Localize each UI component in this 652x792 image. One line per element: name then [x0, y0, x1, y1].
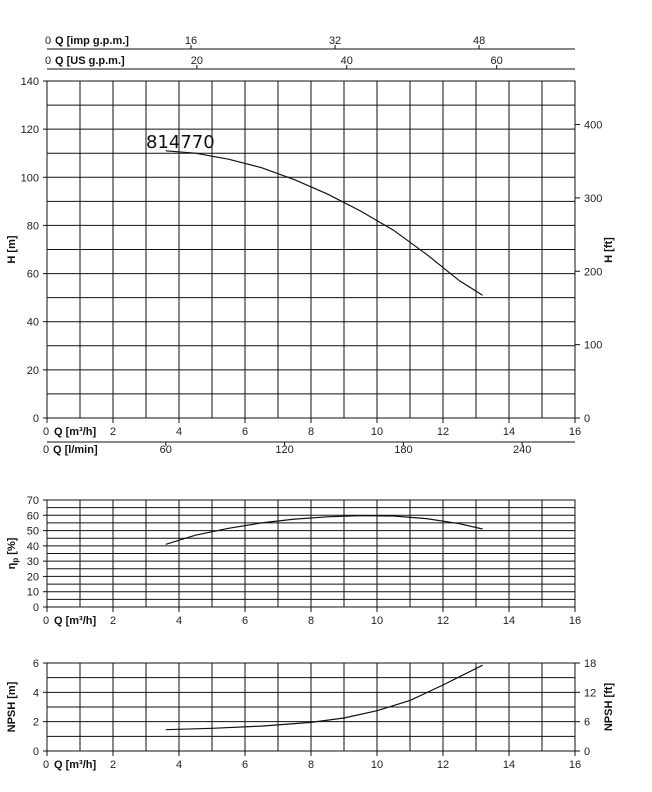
head-ylabel-right: H [ft]: [603, 237, 615, 263]
lmin-tick-label: 240: [513, 444, 531, 456]
head-curve-xtick-label: 0: [43, 426, 49, 438]
head-curve-xtick-label: 16: [569, 426, 581, 438]
head-curve-ytick-right-label: 300: [584, 193, 602, 205]
npsh-curve-xtick-label: 4: [176, 759, 182, 771]
head-curve-series-line: [165, 150, 483, 296]
efficiency-curve-ytick-label: 0: [33, 602, 39, 614]
head-curve-xtick-label: 6: [242, 426, 248, 438]
head-curve-ytick-label: 40: [27, 317, 39, 329]
efficiency-curve-xtick-label: 6: [242, 615, 248, 627]
efficiency-curve-xtick-label: 2: [110, 615, 116, 627]
head-curve-ytick-right-label: 100: [584, 340, 602, 352]
efficiency-curve-ytick-label: 70: [27, 495, 39, 507]
efficiency-curve-xtick-label: 8: [308, 615, 314, 627]
efficiency-curve-ytick-label: 40: [27, 541, 39, 553]
top-axis-tick-label: 0: [45, 55, 51, 67]
efficiency-curve-ytick-label: 50: [27, 526, 39, 538]
head-curve-ytick-label: 80: [27, 220, 39, 232]
head-curve-xlabel: Q [m³/h]: [54, 426, 96, 438]
model-label: 814770: [146, 132, 215, 153]
npsh-ylabel: NPSH [m]: [6, 681, 18, 732]
efficiency-curve-xtick-label: 14: [503, 615, 515, 627]
npsh-curve-xtick-label: 12: [437, 759, 449, 771]
top-axis-tick-label: 40: [341, 55, 353, 67]
head-curve-ytick-right-label: 400: [584, 120, 602, 132]
top-axis-tick-label: 48: [473, 35, 485, 47]
lmin-tick-label: 120: [275, 444, 293, 456]
npsh-curve-xtick-label: 6: [242, 759, 248, 771]
head-curve-xtick-label: 14: [503, 426, 515, 438]
head-curve-ytick-label: 100: [21, 172, 39, 184]
efficiency-curve-xtick-label: 0: [43, 615, 49, 627]
head-curve-xtick-label: 8: [308, 426, 314, 438]
efficiency-curve-series-line: [165, 514, 483, 545]
npsh-curve-ytick-right-label: 12: [584, 687, 596, 699]
npsh-curve-xtick-label: 10: [371, 759, 383, 771]
efficiency-curve-xtick-label: 16: [569, 615, 581, 627]
efficiency-curve-ytick-label: 30: [27, 556, 39, 568]
efficiency-curve-panel: 0 10 20 30 40 50 60 70 0 2 4 6 8 10 12 14 16 Q [m³/h] ηp […: [6, 495, 581, 627]
efficiency-curve-xtick-label: 12: [437, 615, 449, 627]
head-curve-ytick-label: 20: [27, 365, 39, 377]
efficiency-ylabel: ηp [%]: [6, 537, 20, 569]
head-curve-xtick-label: 12: [437, 426, 449, 438]
efficiency-ylabel-symbol: η: [6, 562, 18, 569]
npsh-curve-ytick-label: 6: [33, 658, 39, 670]
head-curve-xtick-label: 2: [110, 426, 116, 438]
efficiency-ylabel-sub: p: [11, 558, 20, 563]
npsh-curve-panel: 0 2 4 6 0 6 12 18 0 2 4 6 8 10 12 14 16 Q [m³/h] NPSH [m] N…: [6, 658, 615, 771]
lmin-tick-label: 60: [160, 444, 172, 456]
npsh-curve-ytick-label: 2: [33, 717, 39, 729]
head-curve-xtick-label: 4: [176, 426, 182, 438]
head-curve-ytick-right-label: 200: [584, 266, 602, 278]
lmin-axis-label: Q [l/min]: [53, 444, 98, 456]
npsh-curve-ytick-label: 4: [33, 687, 39, 699]
top-axis-tick-label: 20: [191, 55, 203, 67]
npsh-curve-ytick-label: 0: [33, 746, 39, 758]
npsh-curve-xtick-label: 16: [569, 759, 581, 771]
efficiency-curve-ytick-label: 20: [27, 571, 39, 583]
npsh-curve-xtick-label: 0: [43, 759, 49, 771]
npsh-ylabel-right: NPSH [ft]: [603, 683, 615, 732]
npsh-curve-ytick-right-label: 18: [584, 658, 596, 670]
lmin-tick-label: 180: [394, 444, 412, 456]
npsh-curve-series-line: [165, 664, 483, 731]
efficiency-curve-ytick-label: 10: [27, 587, 39, 599]
head-curve-xtick-label: 10: [371, 426, 383, 438]
top-axis-label: Q [US g.p.m.]: [55, 55, 125, 67]
efficiency-curve-xtick-label: 4: [176, 615, 182, 627]
efficiency-curve-xtick-label: 10: [371, 615, 383, 627]
npsh-curve-xtick-label: 8: [308, 759, 314, 771]
head-curve-ytick-label: 60: [27, 269, 39, 281]
top-axis-label: Q [imp g.p.m.]: [55, 35, 129, 47]
efficiency-ylabel-unit: [%]: [6, 537, 18, 558]
npsh-curve-xtick-label: 14: [503, 759, 515, 771]
head-curve-ytick-label: 140: [21, 76, 39, 88]
head-curve-ytick-right-label: 0: [584, 413, 590, 425]
head-ylabel: H [m]: [6, 235, 18, 263]
npsh-curve-ytick-right-label: 6: [584, 717, 590, 729]
efficiency-curve-ytick-label: 60: [27, 510, 39, 522]
top-axis-tick-label: 0: [45, 35, 51, 47]
top-axis-tick-label: 60: [491, 55, 503, 67]
npsh-curve-xlabel: Q [m³/h]: [54, 759, 96, 771]
npsh-curve-ytick-right-label: 0: [584, 746, 590, 758]
head-curve-ytick-label: 120: [21, 124, 39, 136]
top-axis-tick-label: 32: [329, 35, 341, 47]
lmin-tick-label: 0: [43, 444, 49, 456]
top-axis-tick-label: 16: [185, 35, 197, 47]
head-curve-ytick-label: 0: [33, 413, 39, 425]
efficiency-curve-xlabel: Q [m³/h]: [54, 615, 96, 627]
npsh-curve-xtick-label: 2: [110, 759, 116, 771]
